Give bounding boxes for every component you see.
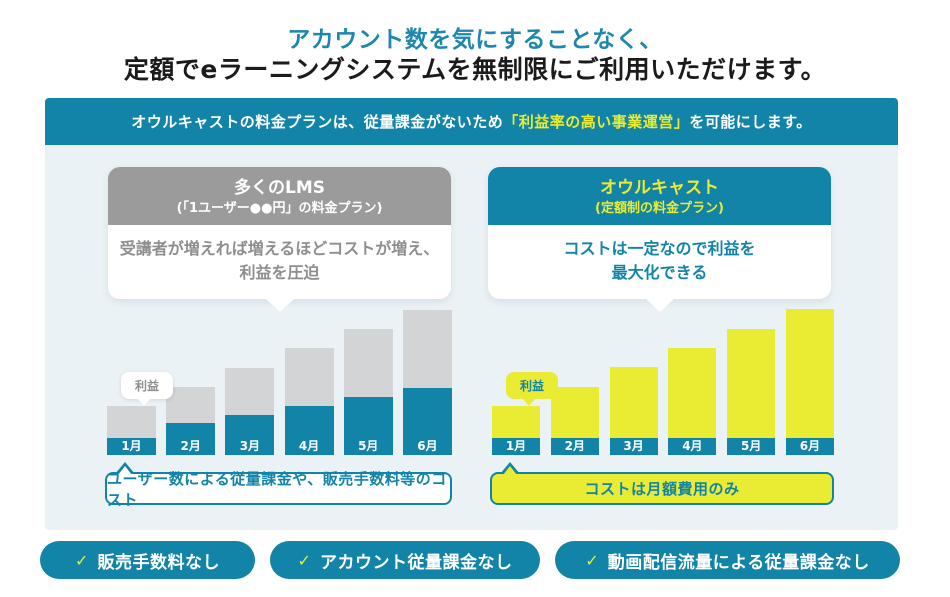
- cost-segment: 3月: [225, 415, 275, 455]
- banner-text-before: オウルキャストの料金プランは、従量課金がないため: [131, 113, 504, 131]
- bar-6月: 6月: [402, 310, 452, 455]
- badge-no-account-metered-billing-label: アカウント従量課金なし: [319, 552, 513, 573]
- month-label: 2月: [180, 439, 201, 453]
- month-label: 2月: [564, 439, 585, 453]
- lms-card-header: 多くのLMS (「1ユーザー●●円」の料金プラン): [108, 167, 451, 225]
- month-label: 3月: [623, 439, 644, 453]
- profit-segment: [107, 406, 156, 438]
- cost-segment: 6月: [785, 438, 834, 455]
- month-label: 5月: [741, 439, 762, 453]
- owlcast-card-header: オウルキャスト (定額制の料金プラン): [488, 167, 831, 225]
- lms-card-body-line1: 受講者が増えれば増えるほどコストが増え、: [119, 239, 440, 258]
- bar-5月: 5月: [343, 329, 393, 455]
- badge-no-streaming-metered-billing: ✓ 動画配信流量による従量課金なし: [555, 541, 900, 579]
- profit-segment: [668, 348, 717, 438]
- profit-segment: [284, 348, 334, 406]
- profit-segment: [166, 387, 216, 423]
- lms-card-body: 受講者が増えれば増えるほどコストが増え、 利益を圧迫: [108, 225, 451, 312]
- profit-segment: [550, 387, 599, 438]
- cost-segment: 6月: [402, 388, 452, 455]
- month-label: 4月: [298, 439, 320, 453]
- lms-card-subtitle: (「1ユーザー●●円」の料金プラン): [176, 201, 383, 216]
- owlcast-card: オウルキャスト (定額制の料金プラン) コストは一定なので利益を 最大化できる: [488, 167, 831, 312]
- page-title-line2: 定額でeラーニングシステムを無制限にご利用いただけます。: [123, 55, 827, 84]
- page-title-line1: アカウント数を気にすることなく、: [287, 27, 663, 53]
- lms-card-title: 多くのLMS: [234, 178, 325, 198]
- profit-segment: [785, 309, 834, 438]
- lms-cost-callout-text: ユーザー数による従量課金や、販売手数料等のコスト: [107, 469, 447, 509]
- cost-segment: 4月: [284, 406, 334, 455]
- owlcast-card-body-line2: 最大化できる: [611, 263, 708, 282]
- profit-segment: [343, 329, 393, 397]
- month-label: 6月: [799, 439, 821, 453]
- month-label: 1月: [505, 439, 527, 453]
- cost-segment: 5月: [727, 438, 776, 455]
- owlcast-profit-tag-label: 利益: [520, 379, 545, 393]
- callout-tail-up-icon: [503, 466, 517, 475]
- speech-tail-down-icon: [644, 298, 675, 312]
- badge-no-streaming-metered-billing-label: 動画配信流量による従量課金なし: [607, 552, 870, 573]
- cost-segment: 1月: [107, 438, 156, 455]
- lms-card: 多くのLMS (「1ユーザー●●円」の料金プラン) 受講者が増えれば増えるほどコ…: [108, 167, 451, 312]
- cost-segment: 3月: [609, 438, 658, 455]
- pricing-comparison-panel: オウルキャストの料金プランは、従量課金がないため 「利益率の高い事業運営」 を可能に…: [45, 98, 898, 530]
- owlcast-bar-chart: 1月 2月 3月 4月 5月 6月: [492, 305, 834, 455]
- bar-1月: 1月: [492, 406, 540, 455]
- cost-segment: 2月: [550, 438, 599, 455]
- check-icon: ✓: [585, 550, 599, 570]
- bar-3月: 3月: [609, 367, 658, 455]
- month-label: 5月: [358, 439, 379, 453]
- profit-segment: [727, 329, 776, 438]
- cost-segment: 5月: [343, 397, 393, 455]
- owlcast-card-title: オウルキャスト: [600, 178, 719, 198]
- cost-segment: 4月: [668, 438, 717, 455]
- check-icon: ✓: [75, 550, 89, 570]
- month-label: 3月: [239, 439, 261, 453]
- bar-4月: 4月: [668, 348, 717, 455]
- banner-text-after: を可能にします。: [689, 113, 812, 131]
- owlcast-card-body-line1: コストは一定なので利益を: [563, 239, 756, 258]
- lms-bar-chart: 1月 2月 3月 4月 5月 6月: [107, 305, 452, 455]
- lms-cost-callout: ユーザー数による従量課金や、販売手数料等のコスト: [105, 462, 452, 509]
- bar-5月: 5月: [727, 329, 776, 455]
- month-label: 1月: [121, 439, 142, 453]
- check-icon: ✓: [297, 550, 311, 570]
- panel-banner: オウルキャストの料金プランは、従量課金がないため 「利益率の高い事業運営」 を可能に…: [45, 98, 898, 145]
- bar-2月: 2月: [166, 387, 216, 455]
- owlcast-profit-tag: 利益: [506, 372, 559, 406]
- speech-tail-down-icon: [264, 298, 295, 312]
- profit-segment: [492, 406, 540, 438]
- month-label: 6月: [417, 439, 438, 453]
- lms-profit-tag: 利益: [121, 372, 174, 406]
- badge-no-account-metered-billing: ✓ アカウント従量課金なし: [270, 541, 540, 579]
- cost-segment: 2月: [166, 423, 216, 455]
- lms-card-body-line2: 利益を圧迫: [239, 263, 320, 282]
- bar-2月: 2月: [550, 387, 599, 455]
- bar-1月: 1月: [107, 406, 156, 455]
- profit-segment: [609, 367, 658, 438]
- badge-no-sales-fee: ✓ 販売手数料なし: [40, 541, 255, 579]
- bar-6月: 6月: [785, 309, 834, 455]
- owlcast-cost-callout-text: コストは月額費用のみ: [584, 480, 740, 498]
- tag-tail-down-icon: [137, 398, 151, 406]
- profit-segment: [402, 310, 452, 388]
- bar-3月: 3月: [225, 368, 275, 455]
- owlcast-cost-callout: コストは月額費用のみ: [490, 462, 834, 505]
- banner-highlight: 「利益率の高い事業運営」: [503, 113, 690, 131]
- owlcast-card-subtitle: (定額制の料金プラン): [595, 201, 724, 216]
- bar-4月: 4月: [284, 348, 334, 455]
- lms-profit-tag-label: 利益: [135, 379, 160, 393]
- cost-segment: 1月: [492, 438, 540, 455]
- badge-no-sales-fee-label: 販売手数料なし: [97, 552, 220, 573]
- owlcast-card-body: コストは一定なので利益を 最大化できる: [488, 225, 831, 312]
- profit-segment: [225, 368, 275, 415]
- callout-tail-up-icon: [118, 466, 132, 475]
- tag-tail-down-icon: [522, 398, 536, 406]
- month-label: 4月: [682, 439, 703, 453]
